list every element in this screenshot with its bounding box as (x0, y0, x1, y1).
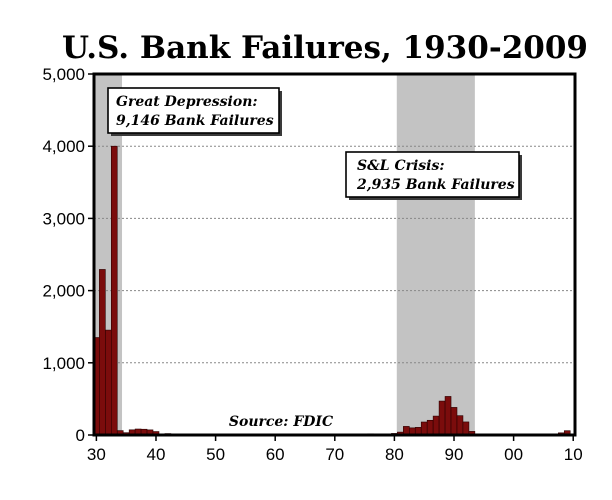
annotation-line: 9,146 Bank Failures (116, 113, 274, 129)
annotations: Great Depression: 9,146 Bank Failures S&L … (107, 87, 522, 200)
bar-1986 (426, 419, 434, 436)
annotation-line: Great Depression: (116, 94, 258, 110)
bar-1932 (105, 329, 112, 436)
x-tick-label: 90 (445, 445, 464, 464)
bar-1991 (456, 415, 464, 436)
bar-1992 (462, 421, 470, 436)
bar-1933 (110, 145, 118, 436)
annotation-snl: S&L Crisis: 2,935 Bank Failures (345, 151, 522, 200)
y-tick-label: 5,000 (42, 65, 85, 84)
x-tick-label: 00 (504, 445, 523, 464)
annotation-box (107, 87, 280, 134)
x-axis: 30 40 50 60 70 80 90 00 10 (87, 435, 583, 464)
shaded-period-snl-crisis (396, 74, 475, 435)
y-axis: 0 1,000 2,000 3,000 4,000 5,000 (42, 65, 94, 445)
bar-1988 (438, 400, 446, 436)
chart-title: U.S. Bank Failures, 1930-2009 (62, 30, 588, 66)
annotation-line: 2,935 Bank Failures (356, 177, 515, 193)
x-tick-label: 80 (385, 445, 404, 464)
x-tick-label: 60 (266, 445, 285, 464)
x-tick-label: 70 (325, 445, 344, 464)
annotation-line: S&L Crisis: (357, 158, 445, 174)
bar-series (93, 145, 571, 436)
y-tick-label: 4,000 (42, 137, 85, 156)
x-tick-label: 40 (147, 445, 166, 464)
y-tick-label: 3,000 (42, 209, 85, 228)
bar-1987 (432, 415, 440, 436)
x-tick-label: 10 (564, 445, 583, 464)
x-tick-label: 30 (87, 445, 106, 464)
y-tick-label: 2,000 (42, 282, 85, 301)
bar-1989 (444, 396, 452, 436)
y-tick-label: 1,000 (42, 354, 85, 373)
bar-1931 (99, 269, 106, 436)
annotation-box (345, 151, 520, 198)
gridlines (94, 145, 575, 364)
bar-1990 (450, 407, 458, 436)
x-tick-label: 50 (206, 445, 225, 464)
y-tick-label: 0 (76, 426, 85, 445)
source-note: Source: FDIC (229, 414, 333, 430)
annotation-depression: Great Depression: 9,146 Bank Failures (107, 87, 282, 136)
bar-1985 (420, 421, 428, 436)
